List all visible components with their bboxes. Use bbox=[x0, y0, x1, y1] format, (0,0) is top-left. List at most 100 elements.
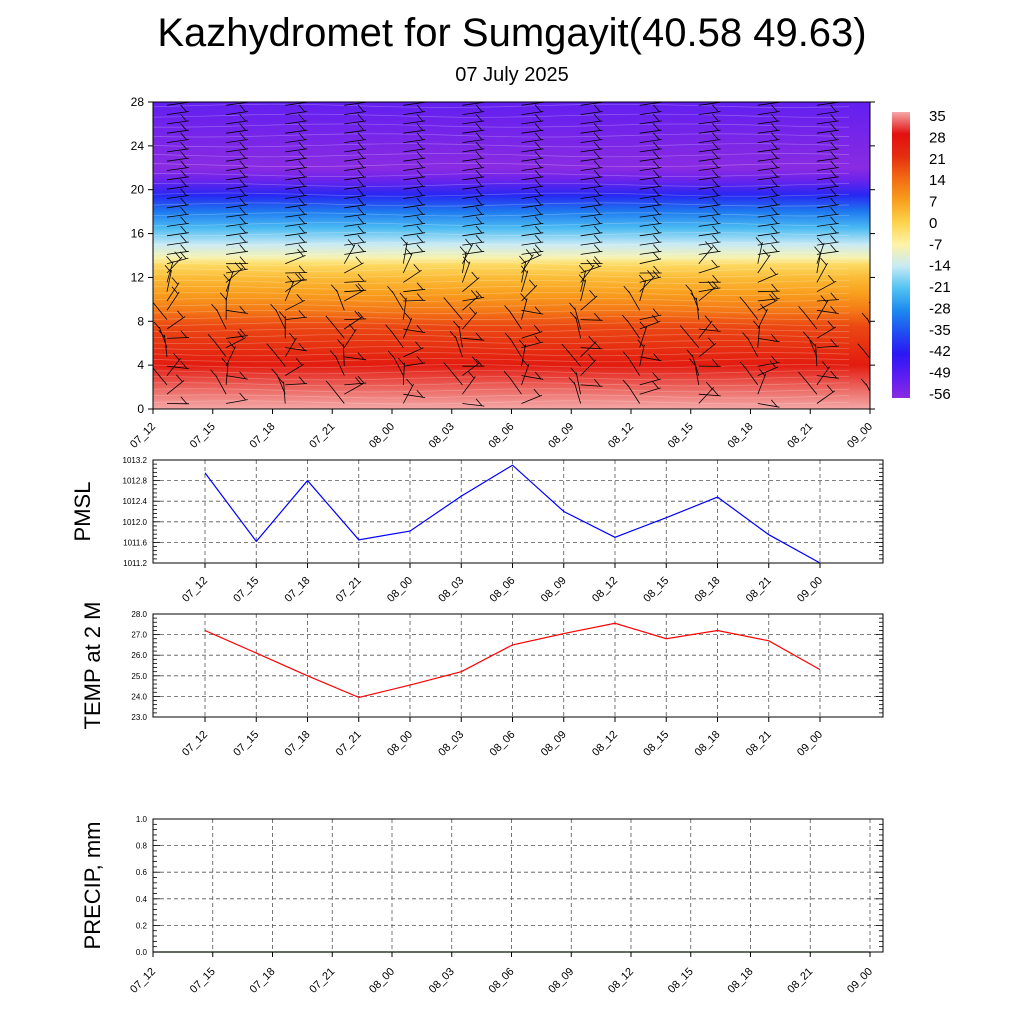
wind-barb bbox=[569, 302, 581, 330]
wind-barb bbox=[285, 265, 308, 274]
wind-barb bbox=[403, 225, 426, 237]
wind-barb bbox=[639, 270, 662, 283]
wind-barb bbox=[403, 282, 426, 293]
wind-barb bbox=[344, 207, 367, 218]
wind-barb bbox=[344, 188, 367, 199]
wind-barb bbox=[284, 357, 305, 376]
wind-barb bbox=[226, 188, 248, 199]
wind-barb bbox=[462, 356, 481, 376]
wind-barb bbox=[521, 160, 544, 171]
wind-barb bbox=[166, 286, 180, 311]
contour-line bbox=[153, 273, 850, 278]
wind-barb bbox=[639, 132, 662, 143]
wind-barb bbox=[639, 169, 662, 181]
wind-barb bbox=[816, 305, 839, 314]
x-tick-label: 09_00 bbox=[795, 575, 825, 605]
wind-barb bbox=[400, 236, 408, 264]
x-tick-label: 07_15 bbox=[188, 966, 218, 996]
contour-line bbox=[153, 202, 850, 207]
wind-barb bbox=[580, 290, 598, 311]
wind-barb bbox=[521, 388, 543, 404]
contour-line bbox=[153, 358, 850, 363]
x-tick-label: 08_06 bbox=[487, 421, 517, 451]
wind-barb bbox=[698, 225, 721, 237]
wind-barb bbox=[226, 225, 248, 237]
x-tick-label: 07_18 bbox=[283, 729, 313, 759]
wind-barb bbox=[757, 132, 780, 143]
wind-barb bbox=[402, 247, 413, 274]
y-tick-label: 8 bbox=[137, 314, 144, 328]
y-tick-label: 1.0 bbox=[136, 815, 148, 824]
wind-barb bbox=[518, 339, 526, 367]
wind-barb bbox=[580, 225, 603, 237]
wind-barb bbox=[580, 132, 603, 143]
wind-barb bbox=[166, 104, 189, 115]
wind-barb bbox=[462, 256, 471, 283]
temperature-wind-section: 0 4 8 12 16 20 24 28 07_12 07_15 07_18 07_21 08_00 08… bbox=[128, 95, 885, 451]
x-tick-label: 08_09 bbox=[539, 729, 569, 759]
x-tick-label: 08_12 bbox=[606, 421, 636, 451]
wind-barb bbox=[521, 358, 530, 386]
wind-barb bbox=[462, 151, 485, 162]
wind-barb bbox=[166, 113, 189, 125]
wind-barb bbox=[521, 102, 544, 106]
wind-barb bbox=[580, 244, 603, 255]
wind-barb bbox=[344, 273, 367, 283]
x-tick-label: 08_21 bbox=[744, 575, 774, 605]
wind-barb bbox=[462, 216, 485, 227]
wind-barb bbox=[816, 123, 839, 134]
wind-barb bbox=[285, 123, 308, 134]
wind-barb bbox=[521, 371, 544, 380]
wind-barb bbox=[816, 113, 839, 125]
wind-barb bbox=[757, 188, 780, 199]
wind-barb bbox=[580, 141, 603, 153]
wind-barb bbox=[639, 235, 662, 246]
wind-barb bbox=[580, 379, 603, 387]
wind-barb bbox=[226, 328, 248, 339]
contour-line bbox=[153, 334, 850, 339]
wind-barb bbox=[639, 104, 662, 115]
wind-barb bbox=[521, 235, 544, 246]
wind-barb bbox=[519, 255, 527, 283]
wind-barb bbox=[578, 265, 587, 292]
y-tick-label: 0.4 bbox=[136, 895, 148, 904]
y-tick-label: 0.6 bbox=[136, 868, 148, 877]
wind-barb bbox=[344, 179, 367, 190]
wind-barb bbox=[270, 303, 286, 330]
wind-barb bbox=[876, 267, 885, 292]
wind-barb bbox=[166, 160, 189, 171]
contour-line bbox=[153, 303, 850, 308]
contour-line bbox=[153, 279, 850, 284]
wind-barb bbox=[623, 285, 641, 311]
wind-barb bbox=[739, 296, 759, 320]
wind-barb bbox=[816, 104, 839, 115]
wind-barb bbox=[462, 244, 485, 255]
wind-barb bbox=[284, 273, 304, 293]
wind-barb bbox=[698, 241, 714, 264]
wind-barb bbox=[639, 216, 662, 227]
y-axis-label: PMSL bbox=[70, 482, 95, 542]
contour-line bbox=[153, 222, 850, 227]
wind-barb bbox=[816, 188, 839, 199]
wind-barb bbox=[285, 141, 308, 153]
x-tick-label: 08_12 bbox=[606, 966, 636, 996]
wind-barb bbox=[403, 169, 426, 181]
colorbar-label: 35 bbox=[929, 108, 946, 125]
wind-barb bbox=[285, 160, 308, 171]
wind-barb bbox=[344, 113, 367, 125]
x-tick-label: 08_18 bbox=[726, 421, 756, 451]
x-tick-label: 09_00 bbox=[845, 966, 875, 996]
wind-barb bbox=[344, 160, 367, 171]
colorbar-label: -14 bbox=[929, 258, 951, 275]
wind-barb bbox=[698, 102, 721, 106]
chart-title: Kazhydromet for Sumgayit(40.58 49.63) bbox=[157, 11, 867, 55]
wind-barb bbox=[285, 179, 308, 190]
wind-barb bbox=[639, 381, 661, 395]
wind-barb bbox=[462, 104, 485, 115]
section-fill bbox=[153, 102, 870, 409]
wind-barb bbox=[742, 332, 759, 358]
wind-barb bbox=[757, 399, 780, 408]
wind-barb bbox=[798, 306, 818, 330]
wind-barb bbox=[816, 384, 836, 404]
